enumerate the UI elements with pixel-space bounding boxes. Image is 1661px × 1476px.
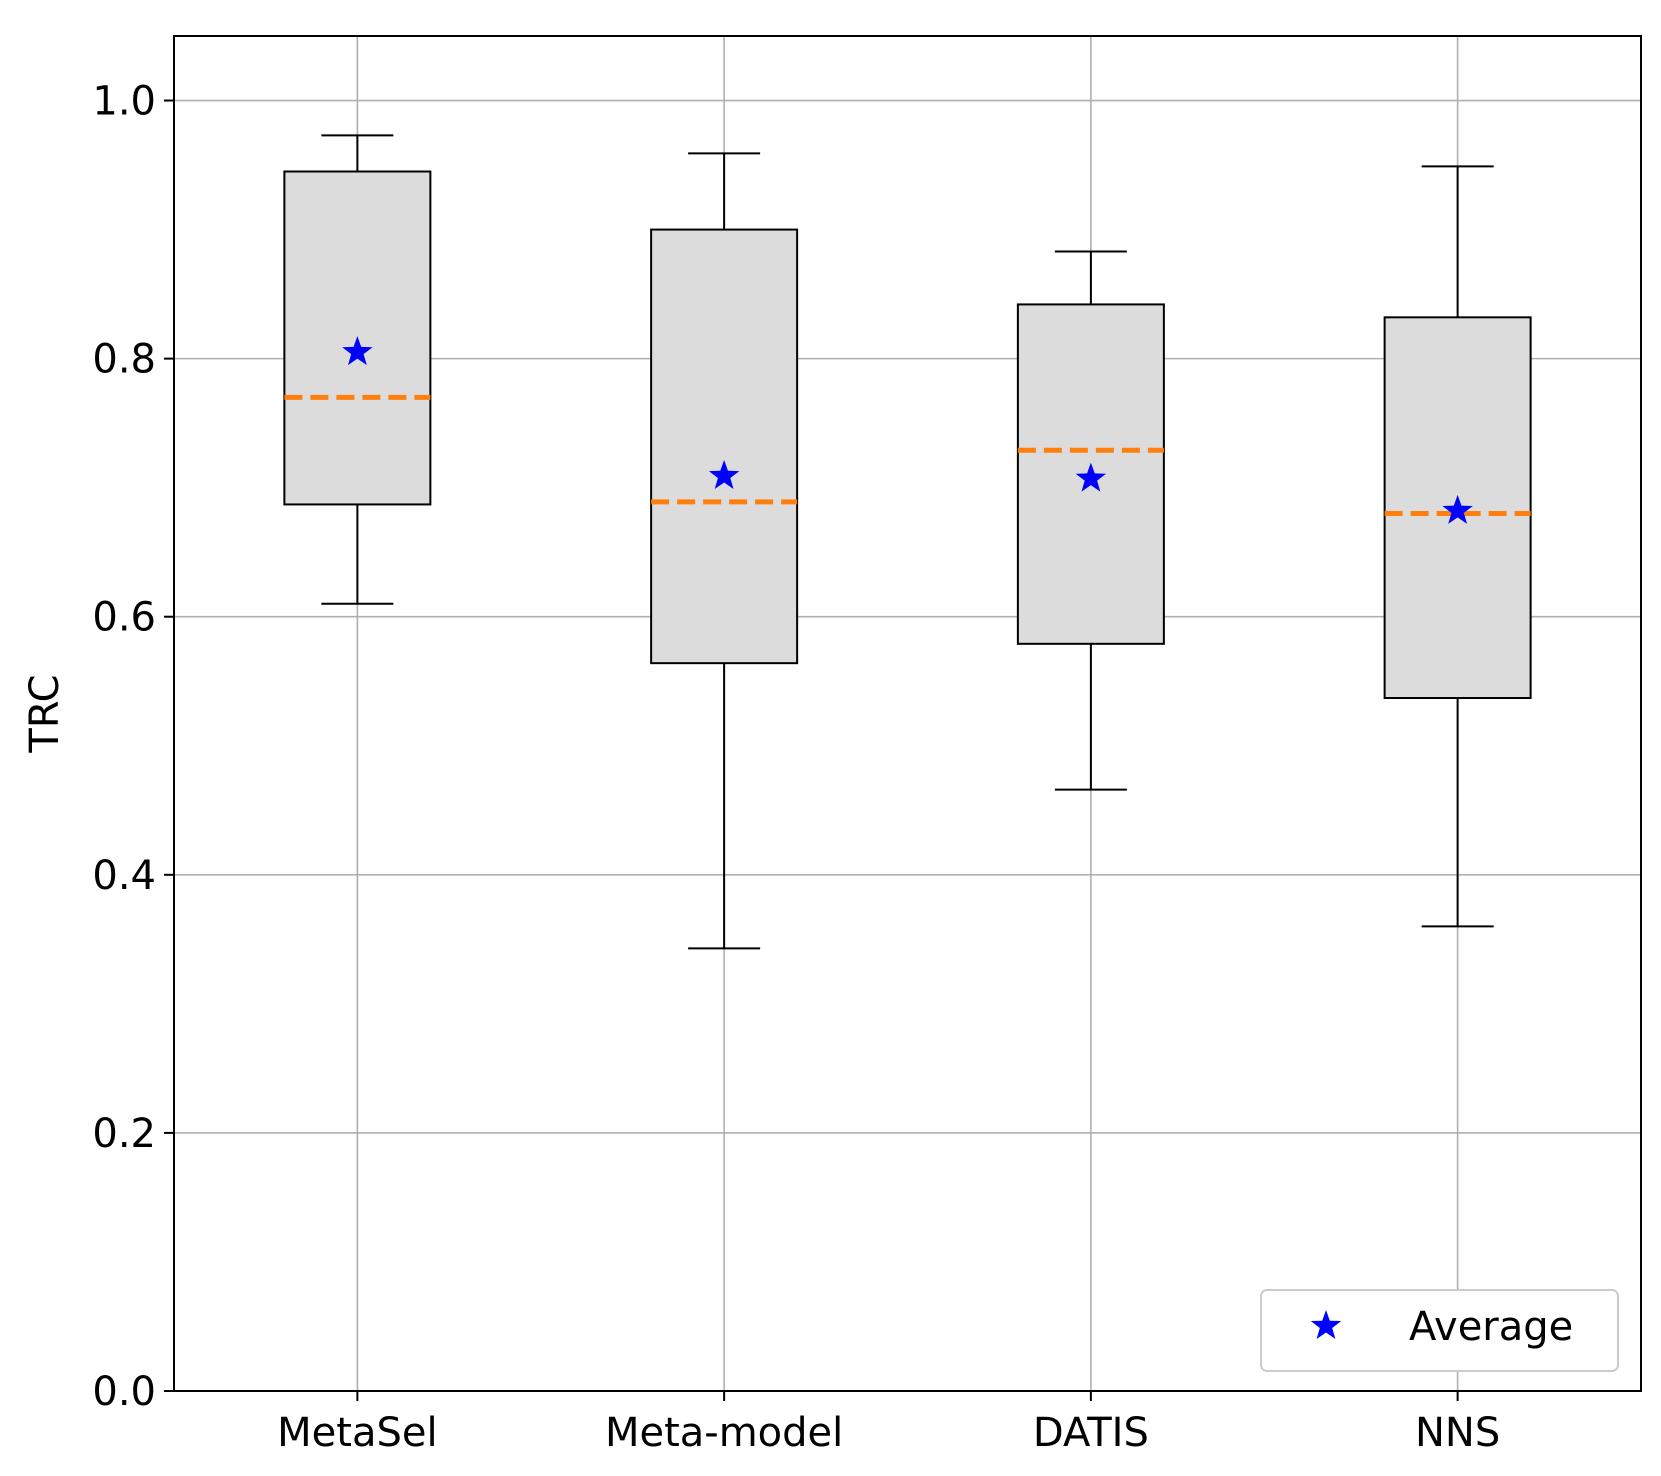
x-tick-label: NNS: [1415, 1410, 1500, 1456]
legend-label-average: Average: [1409, 1304, 1573, 1350]
box-nns: [1383, 165, 1532, 928]
mean-marker: [1442, 494, 1473, 524]
x-axis-ticks: MetaSel Meta-model DATIS NNS: [277, 1391, 1500, 1456]
box-datis: [1016, 250, 1165, 791]
y-tick-label: 0.0: [92, 1369, 156, 1415]
plot-area-frame: [173, 35, 1642, 1392]
x-tick-label: DATIS: [1033, 1410, 1149, 1456]
mean-marker: [342, 336, 373, 366]
box-iqr: [650, 228, 799, 665]
y-tick-label: 1.0: [92, 79, 156, 125]
box-meta-model: [650, 152, 799, 950]
box-metasel: [283, 134, 432, 605]
legend-frame: [1260, 1289, 1619, 1372]
y-tick-label: 0.8: [92, 337, 156, 383]
legend: Average: [1260, 1289, 1619, 1372]
mean-marker: [708, 460, 740, 489]
y-axis-ticks: 0.0 0.2 0.4 0.6 0.8 1.0: [92, 79, 174, 1415]
y-axis-label: TRC: [22, 674, 68, 753]
box-series: [283, 134, 1532, 950]
legend-star-marker: [1310, 1310, 1342, 1339]
y-tick-label: 0.4: [92, 853, 156, 899]
x-tick-label: Meta-model: [605, 1410, 843, 1456]
x-tick-label: MetaSel: [277, 1410, 437, 1456]
mean-marker: [1075, 462, 1107, 492]
y-tick-label: 0.2: [92, 1111, 156, 1157]
y-tick-label: 0.6: [92, 595, 156, 641]
